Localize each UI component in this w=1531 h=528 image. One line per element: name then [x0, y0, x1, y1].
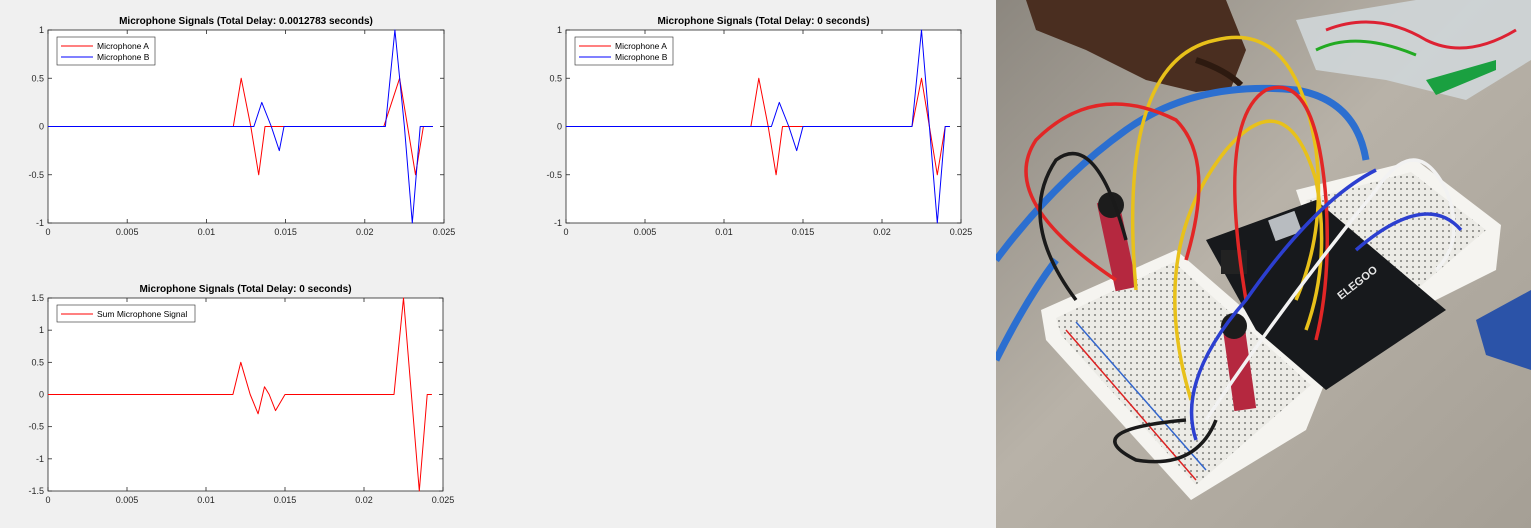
chart-title: Microphone Signals (Total Delay: 0.00127… [119, 16, 373, 27]
chart-title: Microphone Signals (Total Delay: 0 secon… [657, 16, 869, 27]
jumper-wires [1024, 35, 1463, 464]
series-line-microphone-b [48, 29, 433, 224]
series-line-sum-microphone-signal [48, 297, 432, 492]
y-tick-label: -0.5 [546, 170, 562, 180]
x-tick-label: 0.02 [873, 227, 891, 237]
mic-module-a [1096, 198, 1138, 292]
y-tick-label: 0.5 [31, 73, 44, 83]
y-tick-label: -1 [36, 218, 44, 228]
mic-module-b [1221, 318, 1257, 412]
x-tick-label: 0.025 [950, 227, 973, 237]
x-tick-label: 0.005 [634, 227, 657, 237]
x-tick-label: 0 [45, 227, 50, 237]
x-tick-label: 0.015 [274, 227, 297, 237]
legend-entry: Microphone B [615, 52, 668, 62]
figure-plots: Microphone Signals (Total Delay: 0.00127… [28, 16, 972, 505]
y-tick-label: -1 [554, 218, 562, 228]
blue-case [1476, 290, 1531, 370]
x-tick-label: 0.015 [274, 495, 297, 505]
matlab-figure: Microphone Signals (Total Delay: 0.00127… [28, 16, 973, 505]
legend-box [56, 304, 196, 323]
arduino-board [1206, 200, 1446, 390]
x-tick-label: 0.01 [197, 495, 215, 505]
series-line-microphone-b [566, 29, 950, 224]
x-tick-label: 0.025 [433, 227, 456, 237]
y-tick-label: 1 [39, 25, 44, 35]
y-tick-label: 0.5 [549, 73, 562, 83]
chart-title: Microphone Signals (Total Delay: 0 secon… [139, 284, 351, 295]
legend-entry: Microphone B [97, 52, 150, 62]
hand-shape [1026, 0, 1246, 92]
arduino-breadboard-illustration: ELEGOO [996, 0, 1531, 528]
legend-entry: Microphone A [615, 41, 667, 51]
x-tick-label: 0.025 [432, 495, 455, 505]
legend-box [574, 36, 674, 66]
legend-entry: Microphone A [97, 41, 149, 51]
chart-2: Microphone Signals (Total Delay: 0 secon… [546, 16, 972, 237]
chart-3: Microphone Signals (Total Delay: 0 secon… [28, 284, 454, 505]
y-tick-label: -1.5 [28, 486, 44, 496]
breadboard-photo: ELEGOO [996, 0, 1531, 528]
x-tick-label: 0.005 [116, 227, 139, 237]
y-tick-label: 1 [557, 25, 562, 35]
x-tick-label: 0.005 [116, 495, 139, 505]
x-tick-label: 0.02 [356, 227, 374, 237]
x-tick-label: 0.01 [715, 227, 733, 237]
x-tick-label: 0.015 [792, 227, 815, 237]
usb-cable [996, 84, 1370, 263]
y-tick-label: 1 [39, 325, 44, 335]
x-tick-label: 0.02 [355, 495, 373, 505]
y-tick-label: 0 [557, 122, 562, 132]
legend-box [56, 36, 156, 66]
y-tick-label: 1.5 [31, 293, 44, 303]
y-tick-label: 0.5 [31, 357, 44, 367]
y-tick-label: -0.5 [28, 170, 44, 180]
y-tick-label: 0 [39, 390, 44, 400]
x-tick-label: 0 [45, 495, 50, 505]
y-tick-label: -0.5 [28, 422, 44, 432]
series-line-microphone-a [566, 77, 950, 176]
x-tick-label: 0.01 [198, 227, 216, 237]
y-tick-label: 0 [39, 122, 44, 132]
y-tick-label: -1 [36, 454, 44, 464]
x-tick-label: 0 [563, 227, 568, 237]
chart-1: Microphone Signals (Total Delay: 0.00127… [28, 16, 455, 237]
legend-entry: Sum Microphone Signal [97, 309, 187, 319]
